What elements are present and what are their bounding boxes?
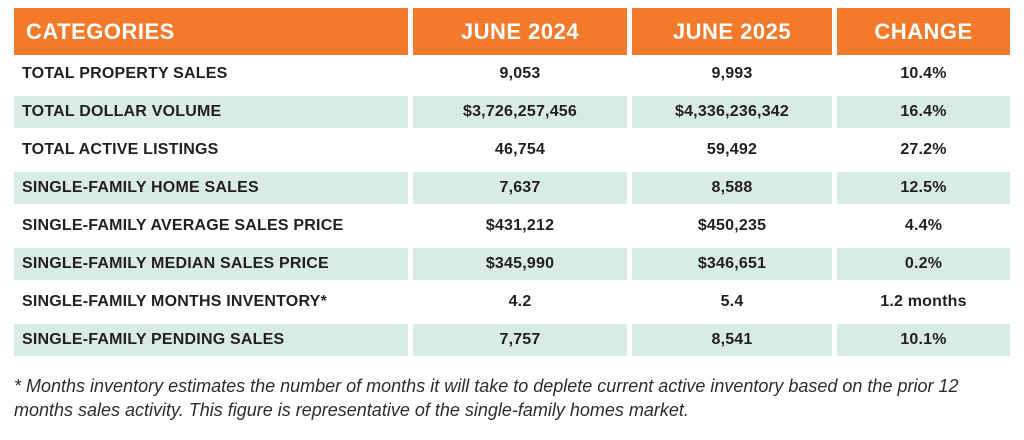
header-june-2024: JUNE 2024 [408, 8, 627, 55]
table-body: TOTAL PROPERTY SALES 9,053 9,993 10.4% T… [14, 55, 1010, 359]
header-june-2025: JUNE 2025 [627, 8, 832, 55]
header-row: CATEGORIES JUNE 2024 JUNE 2025 CHANGE [14, 8, 1010, 55]
row-category: SINGLE-FAMILY MEDIAN SALES PRICE [14, 245, 408, 283]
row-june-2024-value: 4.2 [408, 283, 627, 321]
row-june-2024-value: 7,757 [408, 321, 627, 359]
row-june-2025-value: 59,492 [627, 131, 832, 169]
table-row: SINGLE-FAMILY MEDIAN SALES PRICE $345,99… [14, 245, 1010, 283]
row-june-2024-value: 9,053 [408, 55, 627, 93]
row-category: TOTAL ACTIVE LISTINGS [14, 131, 408, 169]
table-row: TOTAL PROPERTY SALES 9,053 9,993 10.4% [14, 55, 1010, 93]
table-row: SINGLE-FAMILY AVERAGE SALES PRICE $431,2… [14, 207, 1010, 245]
row-category: SINGLE-FAMILY HOME SALES [14, 169, 408, 207]
row-june-2025-value: $346,651 [627, 245, 832, 283]
months-inventory-footnote: * Months inventory estimates the number … [14, 376, 959, 420]
row-change-value: 16.4% [832, 93, 1010, 131]
table-row: SINGLE-FAMILY HOME SALES 7,637 8,588 12.… [14, 169, 1010, 207]
market-stats-table-container: CATEGORIES JUNE 2024 JUNE 2025 CHANGE TO… [14, 8, 1010, 359]
row-june-2025-value: $450,235 [627, 207, 832, 245]
row-june-2025-value: 9,993 [627, 55, 832, 93]
table-header: CATEGORIES JUNE 2024 JUNE 2025 CHANGE [14, 8, 1010, 55]
header-categories: CATEGORIES [14, 8, 408, 55]
row-category: SINGLE-FAMILY MONTHS INVENTORY* [14, 283, 408, 321]
row-june-2024-value: $431,212 [408, 207, 627, 245]
row-change-value: 10.4% [832, 55, 1010, 93]
table-row: TOTAL DOLLAR VOLUME $3,726,257,456 $4,33… [14, 93, 1010, 131]
row-category: SINGLE-FAMILY PENDING SALES [14, 321, 408, 359]
header-change: CHANGE [832, 8, 1010, 55]
table-row: SINGLE-FAMILY PENDING SALES 7,757 8,541 … [14, 321, 1010, 359]
row-category: TOTAL DOLLAR VOLUME [14, 93, 408, 131]
row-category: TOTAL PROPERTY SALES [14, 55, 408, 93]
row-june-2024-value: 7,637 [408, 169, 627, 207]
row-change-value: 0.2% [832, 245, 1010, 283]
market-comparison-table: CATEGORIES JUNE 2024 JUNE 2025 CHANGE TO… [14, 8, 1010, 359]
row-june-2024-value: 46,754 [408, 131, 627, 169]
row-change-value: 1.2 months [832, 283, 1010, 321]
row-change-value: 10.1% [832, 321, 1010, 359]
row-june-2025-value: 8,588 [627, 169, 832, 207]
table-row: SINGLE-FAMILY MONTHS INVENTORY* 4.2 5.4 … [14, 283, 1010, 321]
row-june-2024-value: $345,990 [408, 245, 627, 283]
row-change-value: 4.4% [832, 207, 1010, 245]
row-june-2024-value: $3,726,257,456 [408, 93, 627, 131]
row-june-2025-value: 5.4 [627, 283, 832, 321]
row-category: SINGLE-FAMILY AVERAGE SALES PRICE [14, 207, 408, 245]
table-row: TOTAL ACTIVE LISTINGS 46,754 59,492 27.2… [14, 131, 1010, 169]
row-change-value: 27.2% [832, 131, 1010, 169]
row-june-2025-value: $4,336,236,342 [627, 93, 832, 131]
row-change-value: 12.5% [832, 169, 1010, 207]
row-june-2025-value: 8,541 [627, 321, 832, 359]
